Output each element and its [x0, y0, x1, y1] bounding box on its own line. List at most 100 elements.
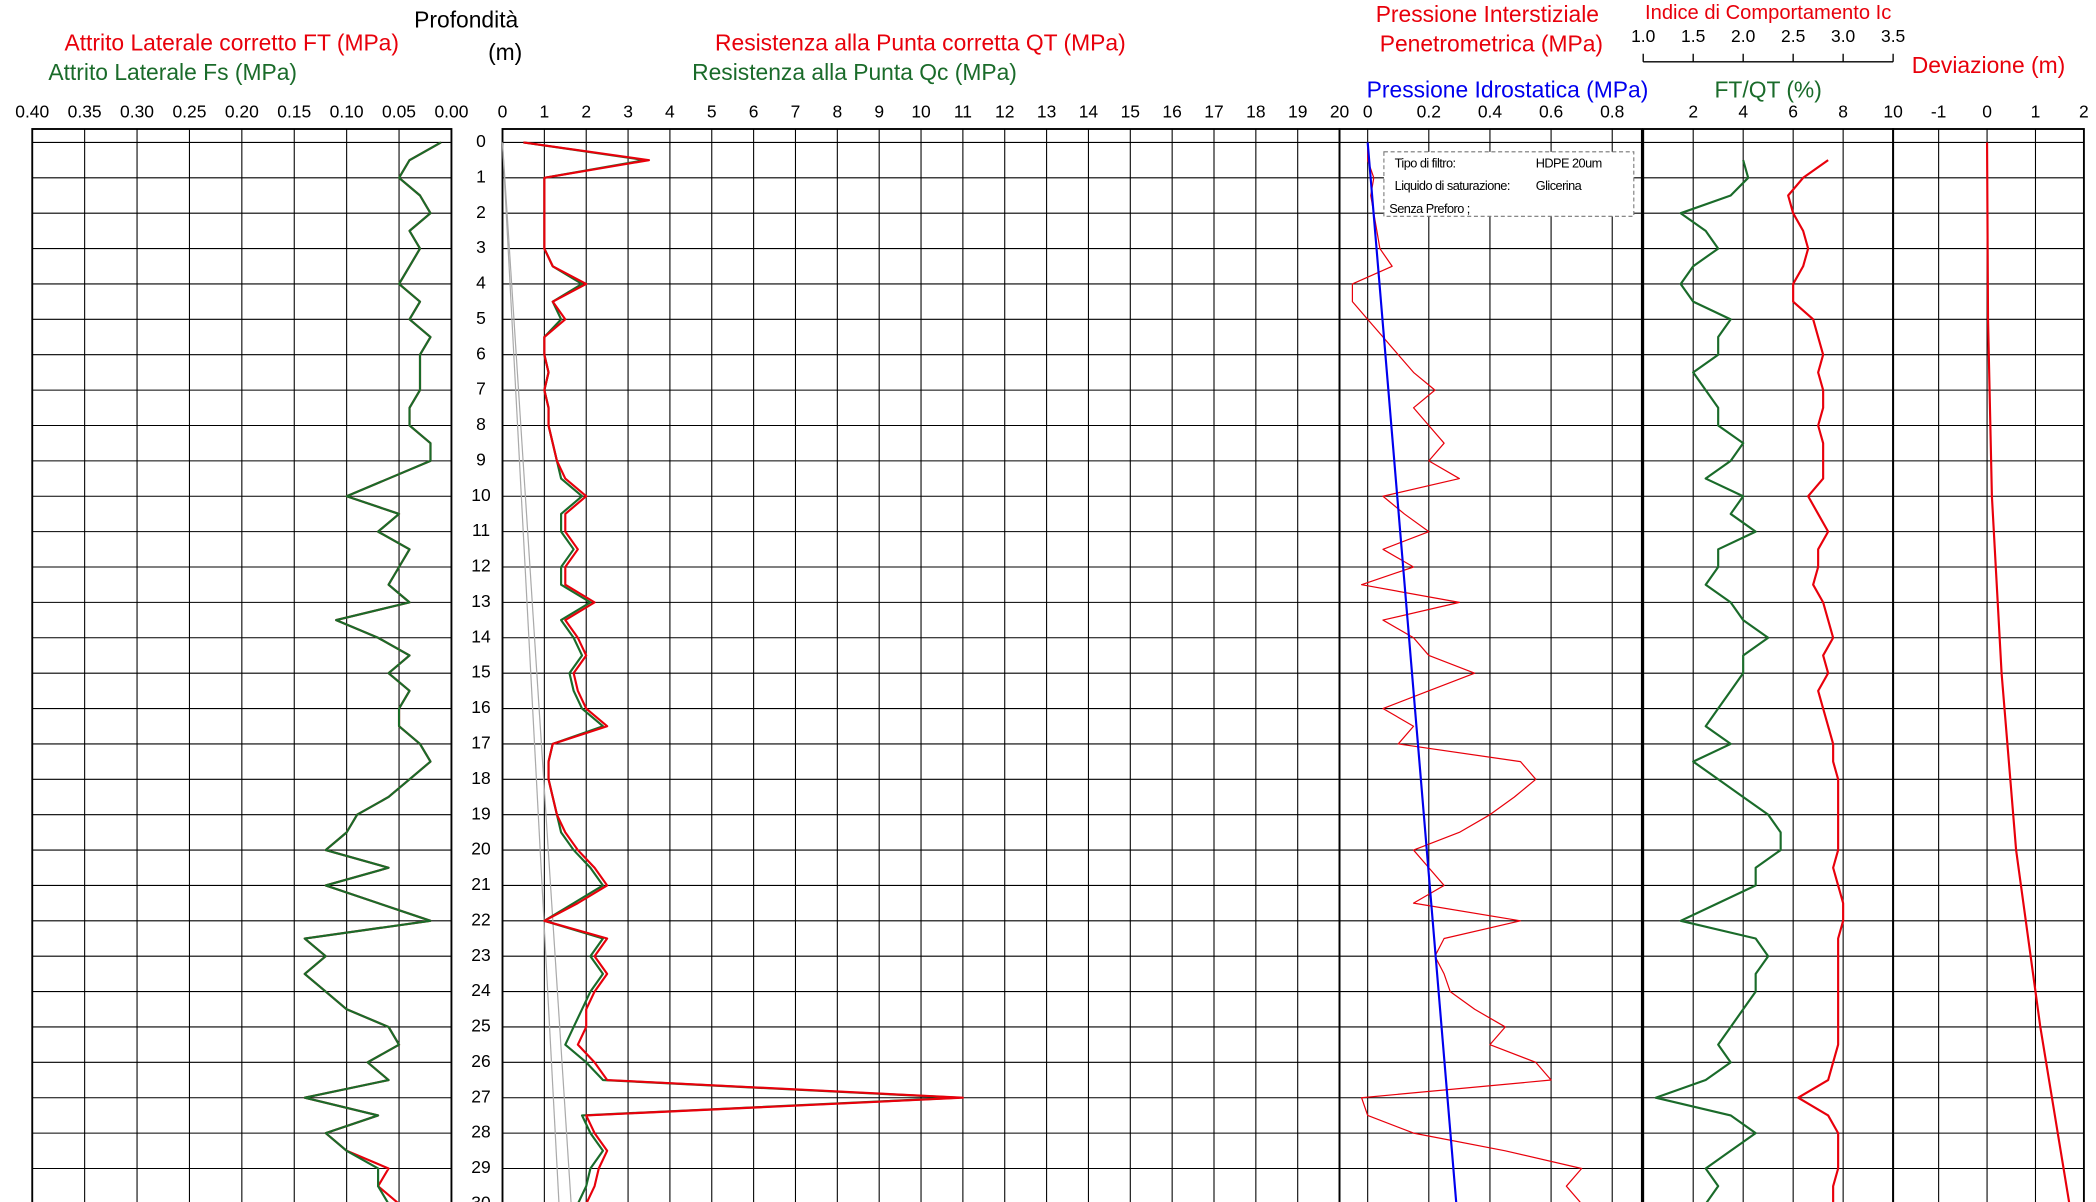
legend-label: Indice di Comportamento Ic	[1645, 2, 1891, 24]
x-tick-label: 6	[749, 101, 759, 121]
depth-tick-label: 12	[471, 556, 490, 576]
x-tick-label: 0.30	[120, 101, 154, 121]
x2-tick-label: 1.5	[1681, 26, 1705, 46]
depth-tick-label: 4	[476, 273, 486, 293]
data-line	[523, 141, 960, 1202]
x-tick-label: 0.20	[225, 101, 259, 121]
x-tick-label: 0	[1363, 101, 1373, 121]
x-tick-label: 5	[707, 101, 717, 121]
x-tick-label: 3	[623, 101, 633, 121]
x-tick-label: 10	[1883, 101, 1903, 121]
legend-label: FT/QT (%)	[1714, 76, 1821, 102]
x-tick-label: 8	[832, 101, 842, 121]
panel-frame	[1642, 128, 1895, 1202]
legend-label: Resistenza alla Punta Qc (MPa)	[692, 59, 1017, 85]
x-tick-label: 0.6	[1539, 101, 1563, 121]
panel-title: Pressione Interstiziale	[1376, 1, 1599, 27]
depth-tick-label: 29	[471, 1157, 490, 1177]
depth-tick-label: 21	[471, 874, 490, 894]
x-tick-label: 4	[665, 101, 675, 121]
depth-tick-label: 27	[471, 1086, 490, 1106]
panel-frame	[1338, 128, 1643, 1202]
x-tick-label: 0.8	[1600, 101, 1624, 121]
data-line	[501, 142, 572, 1202]
depth-tick-label: 1	[476, 166, 486, 186]
x-tick-label: 0.10	[330, 101, 364, 121]
x-tick-label: 1	[2031, 101, 2041, 121]
note-text: HDPE 20um	[1536, 155, 1602, 170]
legend-label: Pressione Idrostatica (MPa)	[1367, 76, 1649, 102]
x-tick-label: 0.4	[1478, 101, 1503, 121]
x-tick-label: 13	[1037, 101, 1056, 121]
depth-tick-label: 16	[471, 697, 490, 717]
depth-tick-label: 30	[471, 1192, 491, 1202]
depth-tick-label: 26	[471, 1051, 490, 1071]
x-tick-label: 14	[1079, 101, 1099, 121]
x-tick-label: 0.15	[277, 101, 311, 121]
x-tick-label: 0.25	[172, 101, 206, 121]
x-tick-label: 17	[1204, 101, 1223, 121]
data-line	[501, 142, 560, 1202]
depth-tick-label: 22	[471, 909, 490, 929]
x-tick-label: 11	[954, 101, 972, 121]
data-line	[1985, 142, 2071, 1202]
x-tick-label: 15	[1121, 101, 1140, 121]
x-tick-label: 8	[1838, 101, 1848, 121]
depth-tick-label: 3	[476, 237, 486, 257]
data-line	[1654, 159, 1782, 1202]
x-tick-label: 9	[874, 101, 884, 121]
x-tick-label: 10	[911, 101, 931, 121]
x-tick-label: 4	[1738, 101, 1748, 121]
depth-tick-label: 24	[471, 980, 491, 1000]
depth-title: Profondità	[414, 7, 518, 33]
data-line	[1351, 142, 1583, 1202]
panel-frame	[1892, 128, 2085, 1202]
x2-tick-label: 2.5	[1781, 26, 1805, 46]
depth-tick-label: 8	[476, 414, 486, 434]
depth-tick-label: 6	[476, 343, 486, 363]
legend-label: Resistenza alla Punta corretta QT (MPa)	[715, 29, 1126, 55]
x-tick-label: 1	[539, 101, 549, 121]
x-tick-label: 6	[1788, 101, 1798, 121]
x-tick-label: 0.2	[1417, 101, 1441, 121]
legend-label: Attrito Laterale Fs (MPa)	[48, 59, 297, 85]
x-tick-label: 2	[1688, 101, 1698, 121]
depth-tick-label: 19	[471, 803, 490, 823]
legend-label: Attrito Laterale corretto FT (MPa)	[64, 29, 398, 55]
data-line	[523, 141, 964, 1202]
x2-tick-label: 3.0	[1831, 26, 1856, 46]
x-tick-label: 19	[1288, 101, 1307, 121]
x-tick-label: 0	[1982, 101, 1992, 121]
note-text: Liquido di saturazione:	[1395, 178, 1510, 193]
depth-tick-label: 17	[471, 733, 490, 753]
x2-tick-label: 1.0	[1631, 26, 1656, 46]
data-line	[1787, 159, 1845, 1202]
depth-tick-label: 23	[471, 945, 490, 965]
x2-tick-label: 3.5	[1881, 26, 1905, 46]
x-tick-label: 16	[1162, 101, 1181, 121]
depth-tick-label: 9	[476, 449, 486, 469]
depth-tick-label: 11	[472, 520, 490, 540]
depth-tick-label: 5	[476, 308, 486, 328]
note-text: Glicerina	[1536, 178, 1583, 193]
depth-title: (m)	[488, 39, 522, 65]
panel-title: Penetrometrica (MPa)	[1380, 31, 1603, 57]
depth-tick-label: 2	[476, 202, 486, 222]
x-tick-label: -1	[1931, 101, 1947, 121]
x-tick-label: 0.35	[68, 101, 102, 121]
depth-tick-label: 28	[471, 1122, 490, 1142]
depth-tick-label: 13	[471, 591, 490, 611]
depth-tick-label: 7	[476, 379, 486, 399]
panel-frame	[31, 128, 453, 1202]
depth-tick-label: 25	[471, 1016, 490, 1036]
x-tick-label: 0.05	[382, 101, 416, 121]
x-tick-label: 18	[1246, 101, 1265, 121]
note-box	[1383, 151, 1635, 217]
depth-tick-label: 0	[476, 131, 486, 151]
x-tick-label: 0	[498, 101, 508, 121]
x-tick-label: 20	[1330, 101, 1350, 121]
x-tick-label: 0.40	[15, 101, 49, 121]
depth-tick-label: 14	[471, 626, 491, 646]
x-tick-label: 2	[581, 101, 591, 121]
